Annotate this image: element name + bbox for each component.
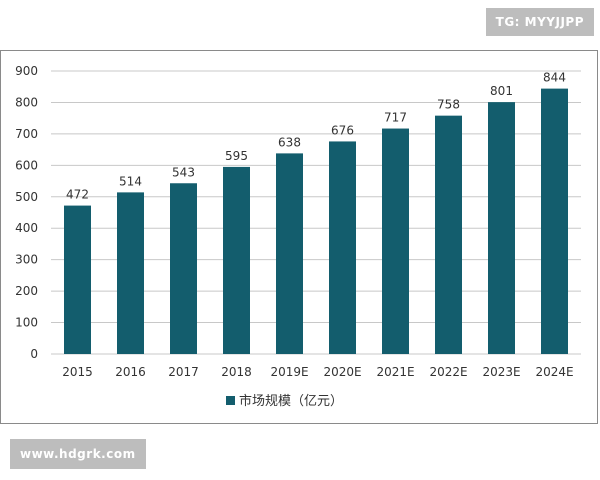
bar — [64, 205, 91, 354]
data-label: 472 — [66, 188, 89, 202]
legend-label: 市场规模（亿元） — [239, 393, 343, 409]
x-tick-label: 2017 — [168, 365, 199, 379]
data-label: 514 — [119, 174, 142, 188]
data-label: 543 — [172, 165, 195, 179]
x-tick-label: 2019E — [270, 365, 308, 379]
bar — [170, 183, 197, 354]
bottom-left-watermark: www.hdgrk.com — [10, 439, 146, 469]
y-tick-label: 100 — [15, 316, 38, 330]
y-tick-label: 300 — [15, 253, 38, 267]
y-tick-label: 700 — [15, 127, 38, 141]
y-tick-label: 500 — [15, 190, 38, 204]
x-tick-label: 2021E — [376, 365, 414, 379]
y-tick-label: 0 — [30, 347, 38, 361]
bar — [435, 115, 462, 354]
bar — [276, 153, 303, 354]
legend-swatch — [226, 396, 235, 405]
y-tick-label: 400 — [15, 221, 38, 235]
x-tick-label: 2024E — [535, 365, 573, 379]
data-label: 758 — [437, 98, 460, 112]
x-tick-label: 2016 — [115, 365, 146, 379]
data-label: 801 — [490, 84, 513, 98]
bar — [329, 141, 356, 354]
data-label: 638 — [278, 135, 301, 149]
data-label: 595 — [225, 149, 248, 163]
x-tick-label: 2023E — [482, 365, 520, 379]
y-tick-label: 600 — [15, 158, 38, 172]
chart-area: 0 100 200 300 400 500 600 700 800 900 472 2015 514 20… — [0, 50, 598, 424]
y-tick-label: 200 — [15, 284, 38, 298]
x-tick-label: 2018 — [221, 365, 252, 379]
x-tick-label: 2020E — [323, 365, 361, 379]
y-tick-label: 900 — [15, 64, 38, 78]
x-tick-label: 2015 — [62, 365, 93, 379]
data-label: 717 — [384, 111, 407, 125]
bar — [117, 192, 144, 354]
bar — [382, 128, 409, 354]
bar-chart: 0 100 200 300 400 500 600 700 800 900 472 2015 514 20… — [15, 64, 581, 409]
top-right-watermark: TG: MYYJJPP — [485, 8, 594, 36]
bar — [541, 88, 568, 354]
bar — [223, 166, 250, 354]
data-label: 844 — [543, 71, 566, 85]
x-tick-label: 2022E — [429, 365, 467, 379]
y-tick-label: 800 — [15, 95, 38, 109]
data-label: 676 — [331, 123, 354, 137]
bar — [488, 102, 515, 354]
